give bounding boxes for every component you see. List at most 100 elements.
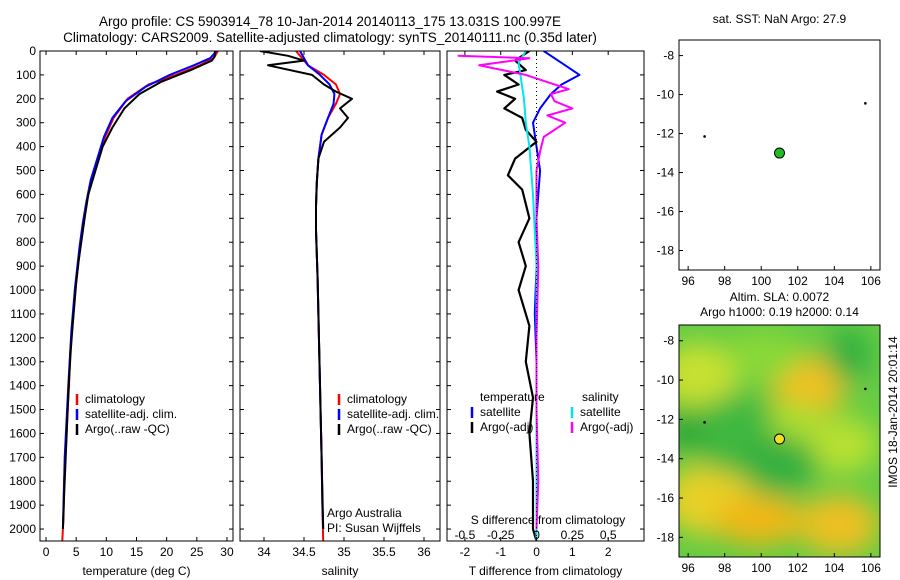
y-tick-label: 1200 (9, 331, 36, 345)
temperature-series-group (61, 51, 219, 541)
y-tick-label: 600 (16, 187, 36, 201)
y-tick-label: 0 (29, 44, 36, 58)
y-tick-label: 800 (16, 235, 36, 249)
x-tick-label: 34.5 (292, 545, 316, 559)
sst_map-panel: 96 98 100 102 104 106 -8 -10 -12 -14 -16 -18 sat. SS… (657, 12, 882, 288)
map-x-tick-label: 104 (824, 561, 844, 575)
salinity-panel: 34 34.5 35 35.5 36 salinity (239, 50, 441, 578)
salinity-axes-frame (239, 50, 441, 542)
y-tick-label: 2000 (9, 522, 36, 536)
y-tick-label: 100 (16, 68, 36, 82)
legend-entry: Argo(..raw -QC) (85, 422, 170, 436)
legend-entry: satellite-adj. clim. (347, 407, 439, 421)
y-tick-label: 1900 (9, 498, 36, 512)
map-y-tick-label: -14 (657, 452, 675, 466)
x-tick-label: 0 (533, 545, 540, 559)
difference-x-axis-label: T difference from climatology (469, 564, 623, 578)
y-tick-label: 1600 (9, 426, 36, 440)
sla-blob (679, 408, 706, 452)
y-tick-label: 500 (16, 164, 36, 178)
map-y-tick-label: -16 (657, 491, 675, 505)
sla-field-blobs (679, 327, 879, 555)
sla_map-frame (678, 324, 881, 558)
temperature-line-3 (61, 51, 216, 530)
map-x-tick-label: 98 (718, 561, 732, 575)
x-tick-label: 15 (130, 545, 144, 559)
x-tick-label: 35 (337, 545, 351, 559)
island-dot (703, 421, 706, 424)
island-dot (864, 387, 867, 391)
map-x-tick-label: 104 (824, 274, 844, 288)
map-y-tick-label: -12 (657, 127, 675, 141)
y-tick-label: 200 (16, 92, 36, 106)
island-dot (703, 135, 706, 138)
map-x-tick-label: 100 (751, 274, 771, 288)
map-x-tick-label: 106 (861, 561, 881, 575)
sst_map-title: sat. SST: NaN Argo: 27.9 (713, 12, 847, 26)
y-tick-label: 700 (16, 211, 36, 225)
legend-entry: satellite-adj. clim. (85, 407, 177, 421)
legend-heading: temperature (480, 390, 545, 404)
sla-blob (679, 343, 739, 407)
chart-title-line-2: Climatology: CARS2009. Satellite-adjuste… (63, 30, 597, 45)
temperature-x-axis-label: temperature (deg C) (82, 564, 190, 578)
y-tick-label: 1800 (9, 474, 36, 488)
map-x-tick-label: 102 (788, 561, 808, 575)
difference-top-tick-label: -0.5 (455, 528, 476, 542)
difference-top-tick-label: 0.5 (600, 528, 617, 542)
difference-top-axis-label: S difference from climatology (471, 513, 626, 527)
x-tick-label: 0 (43, 545, 50, 559)
x-tick-label: 1 (569, 545, 576, 559)
legend-entry: satellite (580, 405, 621, 419)
x-tick-label: 10 (100, 545, 114, 559)
map-y-tick-label: -8 (663, 334, 674, 348)
sla_map-argo-location-marker (774, 433, 785, 445)
sla-blob (799, 495, 879, 555)
y-tick-label: 1100 (10, 307, 36, 321)
y-tick-label: 1300 (9, 355, 36, 369)
x-tick-label: 2 (605, 545, 612, 559)
legend-heading: salinity (582, 390, 619, 404)
map-x-tick-label: 98 (718, 274, 732, 288)
y-tick-label: 1500 (9, 403, 36, 417)
salinity-series-group (259, 51, 353, 541)
y-tick-label: 1000 (9, 283, 36, 297)
legend-entry: Argo(..raw -QC) (347, 422, 432, 436)
map-y-tick-label: -12 (657, 412, 675, 426)
map-y-tick-label: -14 (657, 166, 675, 180)
temperature-panel: 0 5 10 15 20 25 300100200300400500600700800900… (9, 44, 234, 578)
difference-series-group (457, 51, 581, 541)
chart-title-line-1: Argo profile: CS 5903914_78 10-Jan-2014 … (98, 14, 562, 29)
temperature-line-2 (61, 51, 218, 530)
map-x-tick-label: 96 (681, 274, 695, 288)
x-tick-label: -1 (495, 545, 506, 559)
sla_map-title: Altim. SLA: 0.0072 (730, 290, 830, 304)
map-x-tick-label: 102 (788, 274, 808, 288)
x-tick-label: -2 (460, 545, 471, 559)
difference-panel: -2 -1 0 1 2 T difference from climatology (446, 50, 645, 578)
map-y-tick-label: -18 (657, 530, 675, 544)
map-y-tick-label: -8 (663, 49, 674, 63)
map-x-tick-label: 100 (751, 561, 771, 575)
sst_map-frame (678, 39, 881, 271)
salinity-annotation-line: Argo Australia (327, 506, 402, 520)
difference-axes-frame (446, 50, 645, 542)
difference-line-1 (532, 51, 581, 529)
salinity-line-3 (259, 51, 353, 530)
y-tick-label: 900 (16, 259, 36, 273)
x-tick-label: 30 (220, 545, 234, 559)
sst_map-argo-location-marker (774, 147, 785, 159)
difference-legend: temperaturesatelliteArgo(-adj)salinitysa… (455, 390, 634, 542)
temperature-axes-frame (39, 50, 234, 542)
legend-entry: Argo(-adj) (480, 420, 533, 434)
sla-blob (739, 435, 819, 495)
salinity-annotation-line: PI: Susan Wijffels (327, 521, 421, 535)
x-tick-label: 34 (257, 545, 271, 559)
sla-blob (726, 330, 802, 380)
map-y-tick-label: -10 (657, 88, 675, 102)
x-tick-label: 36 (417, 545, 431, 559)
difference-line-4 (457, 54, 574, 530)
sla_map-panel: 96 98 100 102 104 106 -8 -10 -12 -14 -16 -18 Altim. … (657, 290, 882, 575)
